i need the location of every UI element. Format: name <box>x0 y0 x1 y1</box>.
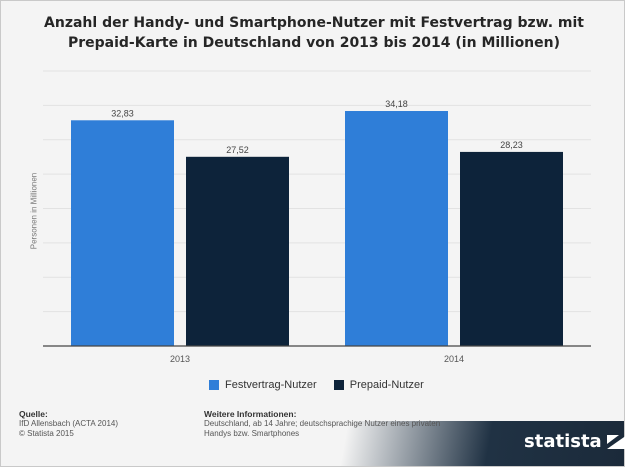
x-axis: 2013 2014 <box>43 345 591 364</box>
data-label: 27,52 <box>226 145 249 155</box>
legend-item-prepaid[interactable]: Prepaid-Nutzer <box>333 379 424 391</box>
bar-prepaid-2013 <box>186 156 289 346</box>
footer-band <box>1 421 624 466</box>
source-block: Quelle: IfD Allensbach (ACTA 2014) © Sta… <box>19 409 189 439</box>
legend-swatch-prepaid <box>333 380 344 390</box>
source-heading: Quelle: <box>19 409 48 419</box>
y-axis-label: Personen in Millionen <box>29 172 39 250</box>
x-tick-label: 2013 <box>170 354 190 364</box>
chart-title: Anzahl der Handy- und Smartphone-Nutzer … <box>44 15 584 51</box>
bars <box>71 111 563 346</box>
legend-label-festvertrag: Festvertrag-Nutzer <box>225 379 317 391</box>
data-labels: 32,83 27,52 34,18 28,23 <box>111 99 523 155</box>
info-heading[interactable]: Weitere Informationen: <box>204 409 297 419</box>
statista-logo-icon <box>606 434 625 449</box>
legend-item-festvertrag[interactable]: Festvertrag-Nutzer <box>209 379 317 391</box>
source-line: IfD Allensbach (ACTA 2014) <box>19 419 119 428</box>
info-line: Handys bzw. Smartphones <box>204 429 300 438</box>
data-label: 28,23 <box>500 140 523 150</box>
brand-name: statista <box>524 431 602 452</box>
x-tick-label: 2014 <box>444 354 464 364</box>
legend: Festvertrag-Nutzer Prepaid-Nutzer <box>209 379 438 393</box>
bar-prepaid-2014 <box>460 151 563 346</box>
copyright-line[interactable]: © Statista 2015 <box>19 429 74 438</box>
legend-label-prepaid: Prepaid-Nutzer <box>349 379 424 391</box>
statista-logo[interactable]: statista <box>524 431 625 452</box>
bar-festvertrag-2014 <box>345 111 448 346</box>
data-label: 32,83 <box>111 108 134 118</box>
bar-festvertrag-2013 <box>71 120 174 346</box>
info-line: Deutschland, ab 14 Jahre; deutschsprachi… <box>204 419 441 428</box>
legend-swatch-festvertrag <box>209 380 219 390</box>
bar-chart: 32,83 27,52 34,18 28,23 2013 2014 <box>43 70 591 364</box>
data-label: 34,18 <box>385 99 408 109</box>
info-block: Weitere Informationen: Deutschland, ab 1… <box>204 409 469 439</box>
